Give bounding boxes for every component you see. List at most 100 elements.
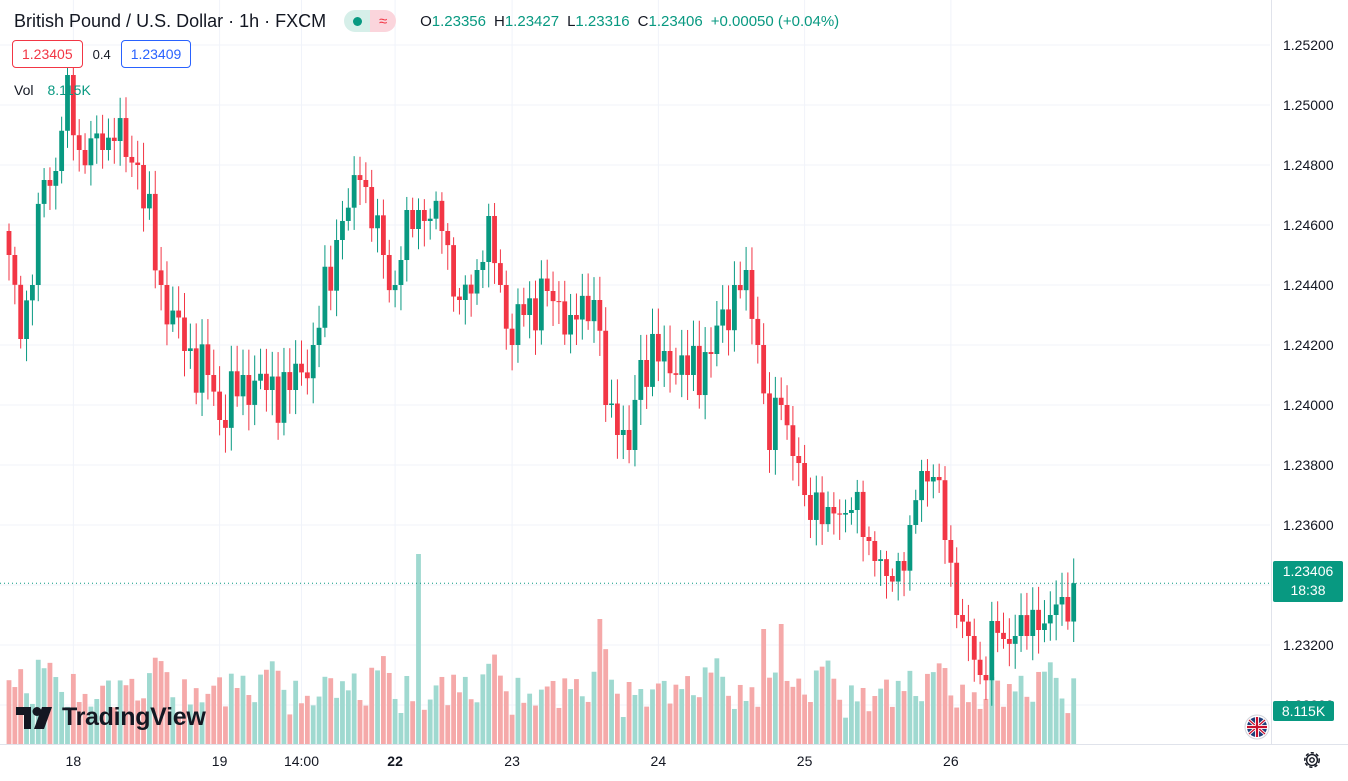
volume-bar <box>954 707 960 744</box>
volume-bar <box>281 689 287 744</box>
volume-bar <box>41 668 47 744</box>
price-axis[interactable]: 1.25200 1.25000 1.24800 1.24600 1.24400 1.242… <box>1283 37 1334 713</box>
candle <box>556 281 562 325</box>
candle-body <box>772 397 778 450</box>
price-tick-label: 1.24200 <box>1283 337 1334 353</box>
candle <box>761 323 767 405</box>
candle <box>960 598 965 639</box>
candle <box>486 203 492 288</box>
volume-bar <box>30 703 35 744</box>
volume-bar <box>187 704 193 744</box>
volume-bar <box>562 678 568 744</box>
volume-bar <box>767 677 772 744</box>
volume-bar <box>381 656 386 744</box>
price-tick-label: 1.24800 <box>1283 157 1334 173</box>
candle-body <box>480 261 486 270</box>
time-tick-label: 26 <box>943 753 959 769</box>
volume-legend[interactable]: Vol 8.115K <box>14 82 91 98</box>
time-axis[interactable]: 18 19 14:00 22 23 24 25 26 <box>66 753 959 769</box>
volume-label: Vol <box>14 82 34 98</box>
candle-body <box>515 304 521 345</box>
volume-bar <box>135 700 141 744</box>
candle-body <box>638 360 644 400</box>
candle <box>498 249 503 293</box>
market-status-pill[interactable]: ≈ <box>344 10 397 32</box>
candle <box>41 168 47 218</box>
candle-body <box>1053 604 1059 615</box>
candle <box>632 375 638 467</box>
volume-bar <box>884 679 889 744</box>
volume-bar <box>509 714 515 744</box>
candle-body <box>755 318 761 345</box>
volume-bar <box>568 689 573 744</box>
volume-bar <box>796 678 802 744</box>
candle <box>445 223 451 270</box>
uk-flag-icon[interactable] <box>1241 713 1273 741</box>
candle-body <box>579 295 585 320</box>
candle <box>574 293 579 346</box>
candle-body <box>65 75 70 131</box>
candle-body <box>82 150 88 166</box>
volume-bar <box>691 695 696 744</box>
volume-bar <box>925 673 930 744</box>
candle <box>480 250 486 289</box>
candle <box>299 340 304 386</box>
candle <box>416 198 421 250</box>
candle <box>199 319 205 416</box>
volume-bar <box>258 674 263 744</box>
candle <box>901 552 907 597</box>
volume-bar <box>100 685 105 744</box>
candle <box>12 246 18 305</box>
candle <box>831 492 837 535</box>
candle <box>644 334 650 409</box>
volume-bars <box>6 554 1077 744</box>
volume-bar <box>813 670 819 744</box>
candle-body <box>135 162 141 165</box>
sell-button[interactable]: 1.23405 <box>12 40 83 68</box>
candle <box>35 192 41 302</box>
volume-bar <box>503 691 509 744</box>
tradingview-watermark[interactable]: TradingView <box>16 703 206 732</box>
gear-icon[interactable] <box>1301 749 1323 771</box>
candle-body <box>498 263 503 285</box>
candle-body <box>1018 615 1024 636</box>
candle <box>246 349 252 431</box>
volume-bar <box>843 717 848 744</box>
price-tick-label: 1.24400 <box>1283 277 1334 293</box>
candle <box>1036 586 1041 654</box>
candle-body <box>808 495 813 520</box>
volume-bar <box>650 689 655 744</box>
candle-body <box>223 420 228 428</box>
candle <box>948 525 954 587</box>
candle <box>620 405 626 460</box>
symbol-title[interactable]: British Pound / U.S. Dollar · 1h · FXCM <box>14 10 327 31</box>
candle <box>615 379 620 459</box>
volume-bar <box>205 693 211 744</box>
candle-body <box>860 491 866 537</box>
volume-bar <box>240 675 246 744</box>
candle <box>47 167 53 210</box>
candle-body <box>585 295 591 322</box>
candle-body <box>246 375 252 405</box>
candle-body <box>509 328 515 345</box>
time-tick-label: 23 <box>504 753 520 769</box>
buy-button[interactable]: 1.23409 <box>120 40 192 68</box>
candle-body <box>211 375 217 392</box>
candle-body <box>837 513 843 515</box>
price-tick-label: 1.25000 <box>1283 97 1334 113</box>
ohlc-low: L1.23316 <box>567 12 630 30</box>
volume-bar <box>550 680 556 744</box>
candle <box>24 290 29 362</box>
volume-bar <box>784 680 790 744</box>
candle-body <box>597 300 603 331</box>
candle-body <box>53 171 59 186</box>
volume-bar <box>919 701 924 744</box>
candle-body <box>275 376 281 423</box>
volume-bar <box>948 695 954 744</box>
candle-body <box>702 352 708 396</box>
candle <box>977 641 983 685</box>
volume-bar <box>538 689 544 744</box>
candle <box>603 307 609 422</box>
candle <box>813 475 819 546</box>
